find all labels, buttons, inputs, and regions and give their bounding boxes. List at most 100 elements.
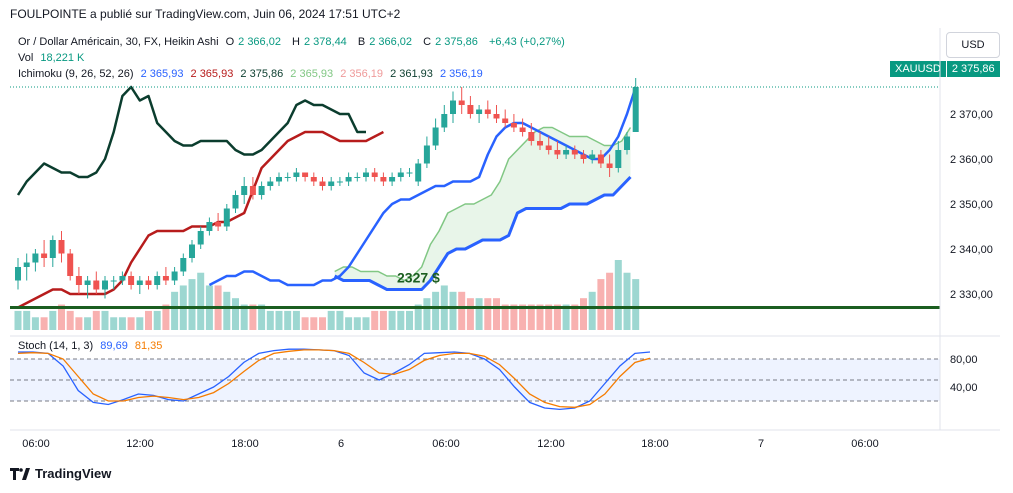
currency-button[interactable]: USD — [946, 32, 1000, 58]
volume-bar — [232, 298, 239, 330]
candle-body — [624, 136, 630, 150]
stoch-label[interactable]: Stoch (14, 1, 3) — [18, 340, 94, 352]
volume-bar — [266, 310, 274, 330]
candle-body — [510, 123, 517, 128]
volume-bar — [127, 317, 135, 330]
candle-body — [432, 127, 439, 146]
volume-bar — [23, 310, 31, 330]
footer-brand: TradingView — [35, 466, 112, 481]
ichimoku-value-7: 2 356,19 — [439, 68, 483, 80]
ichimoku-value-6: 2 361,93 — [390, 68, 433, 80]
candle-body — [345, 177, 352, 182]
price-label-symbol: XAUUSD — [890, 61, 946, 77]
volume-bar — [388, 310, 396, 330]
volume-bar — [536, 304, 544, 330]
stoch-tick-label: 80,00 — [950, 354, 978, 366]
price-tick-label: 2 330,00 — [950, 289, 993, 301]
volume-bar — [466, 298, 474, 330]
volume-bar — [623, 272, 631, 330]
volume-bar — [527, 304, 535, 330]
candle-body — [528, 132, 535, 141]
candle-body — [232, 195, 239, 209]
volume-bar — [353, 317, 361, 330]
candle-body — [519, 127, 526, 132]
candle-body — [180, 258, 187, 272]
candle-body — [284, 177, 291, 178]
ichimoku-value-span-a: 2 365,93 — [290, 68, 334, 80]
volume-bar — [553, 304, 561, 330]
candle-body — [406, 172, 413, 174]
candle-body — [119, 276, 126, 281]
symbol-title[interactable]: Or / Dollar Américain, 30, FX, Heikin As… — [18, 36, 219, 48]
candle-body — [554, 150, 561, 155]
candle-body — [258, 186, 265, 195]
candle-body — [310, 177, 317, 182]
candle-body — [189, 244, 195, 258]
candle-body — [293, 172, 300, 177]
candle-body — [319, 181, 326, 186]
tradingview-logo[interactable]: TradingView — [10, 466, 111, 481]
volume-bar — [136, 317, 144, 330]
candle-body — [154, 276, 161, 285]
time-tick-label: 06:00 — [22, 438, 50, 450]
candle-body — [380, 177, 387, 182]
candle-body — [223, 208, 230, 227]
candle-body — [93, 280, 100, 290]
volume-bar — [379, 310, 387, 330]
candle-body — [458, 100, 465, 105]
candle-body — [476, 109, 483, 114]
stoch-d-line — [17, 349, 651, 408]
candle-body — [32, 253, 39, 263]
volume-bar — [475, 298, 483, 330]
volume-bar — [58, 304, 65, 330]
volume-bar — [519, 304, 527, 330]
volume-bar — [484, 298, 492, 330]
volume-bar — [240, 304, 248, 330]
volume-bar — [493, 298, 500, 330]
volume-bar — [84, 317, 92, 330]
senkou-span-b-line — [333, 175, 632, 291]
volume-label[interactable]: Vol — [18, 52, 34, 64]
candle-body — [267, 181, 274, 186]
senkou-span-a-line — [334, 126, 632, 282]
candle-body — [110, 280, 117, 282]
candle-body — [597, 154, 604, 164]
time-tick-label: 7 — [758, 438, 764, 450]
candle-body — [128, 276, 135, 285]
candle-body — [363, 172, 369, 177]
ichimoku-value-span-b: 2 356,19 — [340, 68, 384, 80]
candle-body — [571, 150, 578, 155]
candle-body — [41, 253, 48, 258]
volume-bar — [92, 310, 100, 330]
volume-bar — [571, 304, 579, 330]
volume-bar — [406, 310, 413, 330]
volume-bar — [397, 310, 405, 330]
candle-body — [615, 150, 622, 168]
volume-bar — [562, 304, 570, 330]
candle-body — [545, 145, 552, 150]
candle-body — [371, 172, 378, 177]
candle-body — [241, 186, 248, 195]
volume-bar — [301, 317, 309, 330]
price-tick-label: 2 360,00 — [950, 154, 993, 166]
stoch-k-value: 89,69 — [100, 340, 128, 352]
volume-bar — [432, 291, 440, 330]
volume-bar — [371, 310, 379, 330]
volume-bar — [284, 310, 292, 330]
tenkan-sen-line — [208, 86, 637, 287]
volume-bar — [75, 317, 83, 330]
volume-value: 18,221 K — [40, 52, 85, 64]
volume-bar — [118, 317, 126, 330]
volume-bar — [345, 317, 353, 330]
volume-bar — [275, 310, 283, 330]
candle-body — [23, 262, 30, 267]
volume-bar — [588, 291, 596, 330]
candle-body — [563, 150, 570, 155]
candle-body — [102, 280, 108, 290]
ichimoku-label[interactable]: Ichimoku (9, 26, 52, 26) — [18, 68, 134, 80]
volume-bar — [31, 317, 39, 330]
